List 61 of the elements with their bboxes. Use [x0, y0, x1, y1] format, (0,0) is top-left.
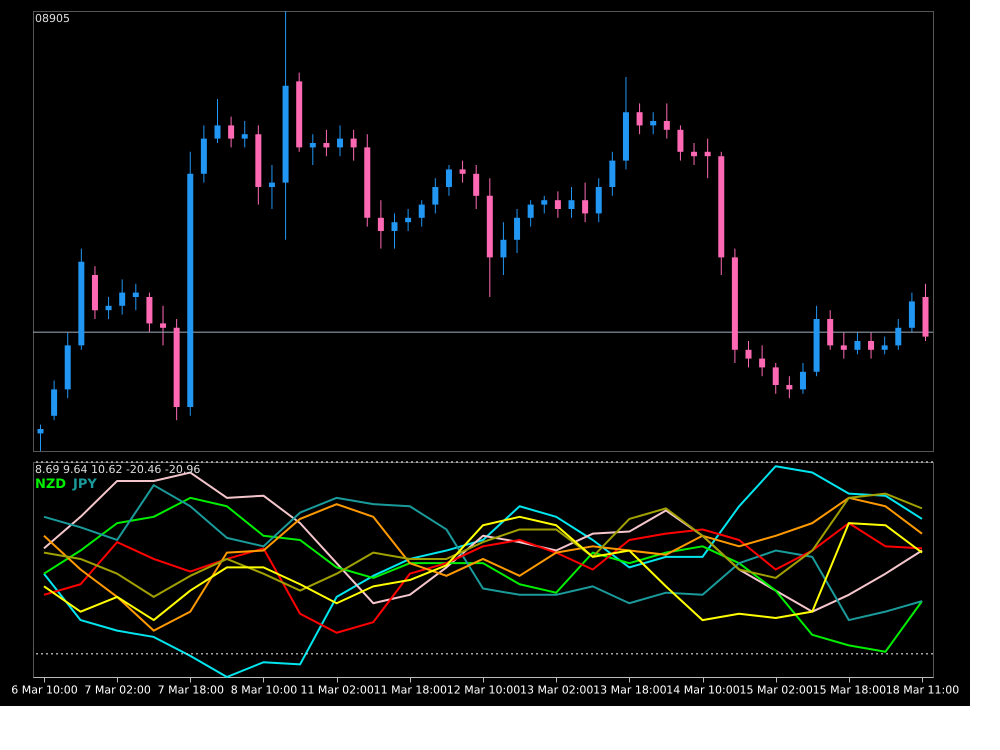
candlestick — [446, 164, 452, 196]
candlestick — [242, 120, 248, 148]
candlestick — [568, 186, 574, 218]
candlestick — [746, 340, 752, 368]
x-tick-label: 6 Mar 10:00 — [11, 684, 78, 696]
x-tick-label: 13 Mar 18:00 — [593, 684, 667, 696]
x-tick-label: 7 Mar 02:00 — [84, 684, 151, 696]
candlestick — [759, 344, 766, 377]
candlestick — [392, 212, 398, 250]
candlestick — [514, 208, 520, 254]
candlestick — [106, 296, 112, 320]
x-tick-label: 18 Mar 11:00 — [886, 684, 960, 696]
candlestick — [677, 124, 684, 162]
text: JPY — [72, 477, 98, 492]
candlestick — [405, 208, 412, 232]
x-tick-label: 11 Mar 18:00 — [374, 684, 448, 696]
candlestick — [636, 102, 643, 135]
x-tick-label: 15 Mar 02:00 — [739, 684, 813, 696]
candlestick — [582, 182, 588, 223]
candlestick — [460, 160, 466, 184]
x-tick-label: 14 Mar 10:00 — [666, 684, 740, 696]
candlestick — [418, 200, 425, 228]
x-tick-label: 12 Mar 10:00 — [446, 684, 520, 696]
x-tick-label: 13 Mar 02:00 — [520, 684, 594, 696]
x-tick-label: 11 Mar 02:00 — [300, 684, 374, 696]
candlestick — [772, 362, 779, 394]
candlestick — [473, 164, 480, 210]
candlestick — [350, 129, 357, 162]
candlestick — [378, 200, 384, 250]
x-tick-label: 15 Mar 18:00 — [812, 684, 886, 696]
candlestick — [786, 376, 792, 399]
candlestick — [541, 195, 548, 214]
candlestick — [868, 332, 874, 360]
candlestick — [228, 116, 234, 148]
candlestick — [554, 190, 561, 218]
candlestick — [214, 98, 220, 144]
text: NZD — [35, 477, 66, 492]
candlestick — [132, 283, 139, 311]
candlestick — [528, 200, 534, 228]
candlestick — [160, 305, 166, 346]
candlestick — [432, 178, 438, 214]
annotation: 08905 — [35, 12, 70, 25]
candlestick — [323, 129, 330, 157]
candlestick — [310, 134, 316, 166]
candlestick — [840, 332, 847, 360]
candlestick — [691, 142, 698, 166]
candlestick — [500, 222, 506, 276]
candlestick — [664, 102, 670, 140]
candlestick — [800, 362, 806, 394]
x-tick-label: 7 Mar 18:00 — [158, 684, 224, 696]
candlestick — [337, 124, 344, 157]
candlestick — [895, 318, 902, 350]
x-tick-label: 8 Mar 10:00 — [230, 684, 298, 696]
annotation: 8.69 9.64 10.62 -20.46 -20.96 — [35, 463, 200, 476]
candlestick — [37, 424, 44, 452]
candlestick — [854, 332, 860, 355]
candlestick — [119, 278, 126, 316]
candlestick — [882, 336, 888, 355]
candlestick — [704, 138, 711, 179]
candlestick — [650, 112, 656, 135]
candlestick — [268, 164, 275, 210]
